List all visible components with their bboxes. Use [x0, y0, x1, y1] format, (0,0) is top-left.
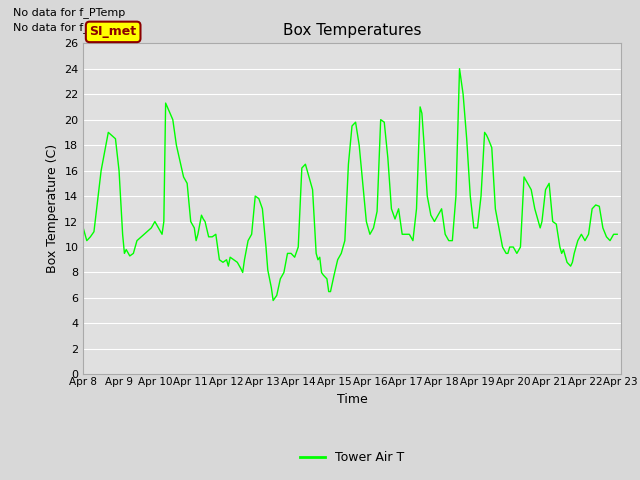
Text: No data for f_lgr_t: No data for f_lgr_t [13, 22, 113, 33]
Y-axis label: Box Temperature (C): Box Temperature (C) [45, 144, 58, 274]
X-axis label: Time: Time [337, 393, 367, 406]
Text: SI_met: SI_met [90, 25, 137, 38]
Title: Box Temperatures: Box Temperatures [283, 23, 421, 38]
Legend: Tower Air T: Tower Air T [295, 446, 409, 469]
Text: No data for f_PTemp: No data for f_PTemp [13, 7, 125, 18]
